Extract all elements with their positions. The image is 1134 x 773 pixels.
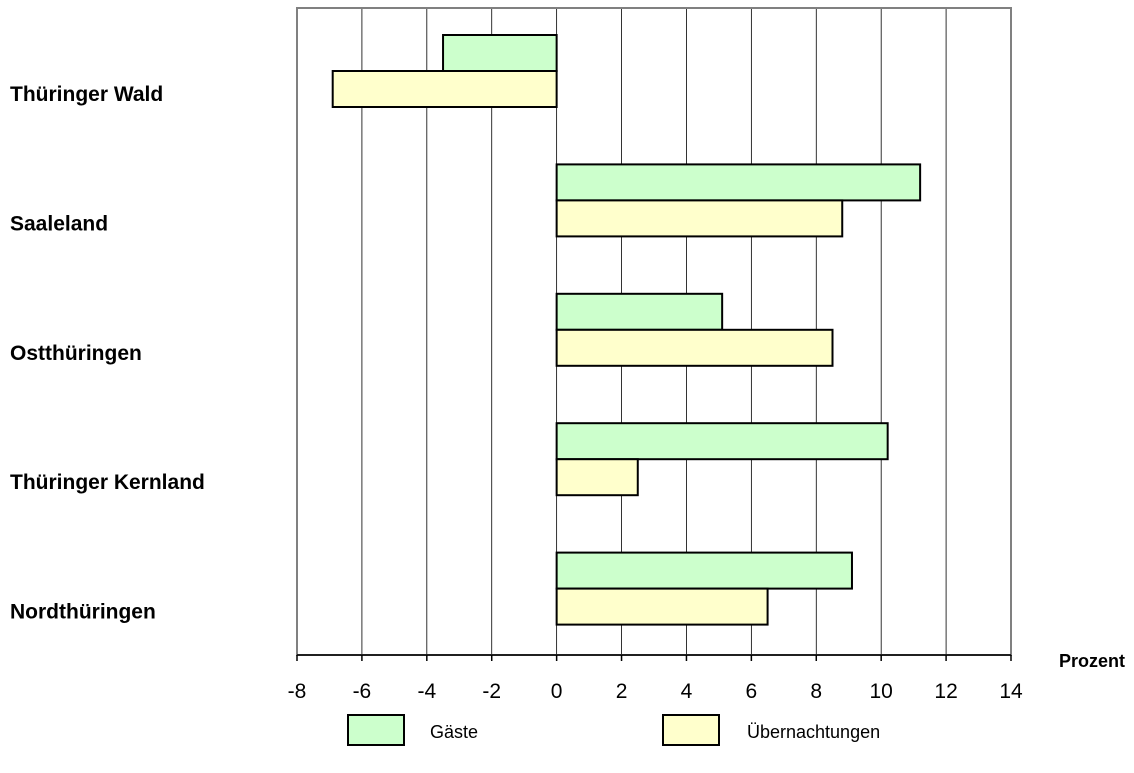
bar-uebernachtungen	[555, 328, 834, 367]
bar-uebernachtungen	[555, 458, 639, 497]
bars	[331, 34, 922, 626]
legend-label: Übernachtungen	[747, 722, 880, 742]
bar-uebernachtungen	[555, 587, 769, 626]
bar-gaeste	[555, 292, 724, 331]
x-tick-label: -6	[353, 680, 372, 703]
x-tick-label: -2	[482, 680, 501, 703]
x-tick-label: 2	[616, 680, 628, 703]
x-tick-label: 6	[746, 680, 758, 703]
x-tick-label: -8	[288, 680, 307, 703]
bar-gaeste	[555, 163, 922, 202]
category-labels: Thüringer Wald Saaleland Ostthüringen Thüri…	[10, 83, 205, 624]
x-tick-label: 8	[810, 680, 822, 703]
legend-swatch	[347, 714, 405, 746]
legend-swatch	[662, 714, 720, 746]
bar-gaeste	[555, 551, 853, 590]
bar-uebernachtungen	[555, 199, 844, 238]
bar-gaeste	[555, 422, 889, 461]
category-label: Ostthüringen	[10, 342, 142, 365]
x-axis: -8 -6 -4 -2 0 2 4 6 8 10 12 14	[288, 654, 1023, 703]
x-tick-label: -4	[417, 680, 436, 703]
category-label: Thüringer Wald	[10, 83, 163, 106]
x-tick-label: 10	[870, 680, 893, 703]
category-label: Thüringer Kernland	[10, 471, 205, 494]
category-label: Saaleland	[10, 212, 108, 235]
x-tick-label: 14	[999, 680, 1023, 703]
x-axis-unit-label: Prozent	[1059, 651, 1125, 671]
x-tick-label: 4	[681, 680, 693, 703]
x-tick-label: 0	[551, 680, 563, 703]
bar-gaeste	[442, 34, 558, 72]
category-label: Nordthüringen	[10, 601, 156, 624]
legend-label: Gäste	[430, 722, 478, 742]
x-tick-label: 12	[934, 680, 957, 703]
bar-uebernachtungen	[331, 70, 558, 108]
legend: Gäste Übernachtungen	[347, 714, 880, 746]
